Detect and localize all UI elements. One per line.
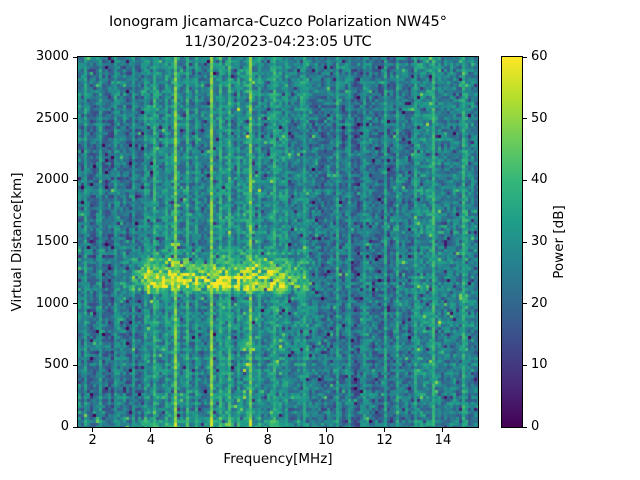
colorbar-tick-label: 30 <box>531 234 548 249</box>
x-tick-label: 8 <box>263 433 272 448</box>
colorbar-tick-label: 0 <box>531 419 540 434</box>
colorbar-tick-mark <box>523 179 527 181</box>
x-tick-mark <box>442 428 444 432</box>
x-tick-label: 6 <box>205 433 214 448</box>
y-tick-label: 1000 <box>35 295 69 311</box>
colorbar-gradient <box>502 57 522 427</box>
colorbar <box>501 56 523 428</box>
x-tick-label: 2 <box>88 433 97 448</box>
y-tick-mark <box>73 179 77 181</box>
x-tick-mark <box>267 428 269 432</box>
ionogram-heatmap-canvas <box>78 57 478 427</box>
chart-subtitle: 11/30/2023-04:23:05 UTC <box>184 34 372 50</box>
x-tick-mark <box>384 428 386 432</box>
colorbar-tick-mark <box>523 364 527 366</box>
y-tick-mark <box>73 241 77 243</box>
x-axis-label: Frequency[MHz] <box>223 451 333 467</box>
y-tick-label: 2500 <box>35 110 69 126</box>
colorbar-tick-mark <box>523 56 527 58</box>
y-tick-mark <box>73 426 77 428</box>
x-tick-label: 14 <box>434 433 452 448</box>
x-tick-mark <box>92 428 94 432</box>
colorbar-tick-label: 50 <box>531 110 548 126</box>
y-tick-mark <box>73 303 77 305</box>
colorbar-tick-mark <box>523 426 527 428</box>
chart-title: Ionogram Jicamarca-Cuzco Polarization NW… <box>108 14 448 30</box>
y-axis-label-text: Virtual Distance[km] <box>9 172 25 312</box>
colorbar-tick-label: 10 <box>531 357 548 373</box>
x-tick-mark <box>208 428 210 432</box>
y-tick-label: 2000 <box>35 172 69 188</box>
y-tick-label: 3000 <box>35 49 69 64</box>
y-tick-mark <box>73 364 77 366</box>
colorbar-tick-label: 20 <box>531 295 548 311</box>
y-tick-label: 500 <box>44 357 69 373</box>
y-tick-mark <box>73 56 77 58</box>
x-tick-mark <box>325 428 327 432</box>
colorbar-label-text: Power [dB] <box>551 205 567 279</box>
colorbar-tick-mark <box>523 241 527 243</box>
colorbar-tick-label: 60 <box>531 49 548 64</box>
colorbar-tick-mark <box>523 303 527 305</box>
y-tick-mark <box>73 118 77 120</box>
x-tick-label: 10 <box>317 433 335 448</box>
y-tick-label: 0 <box>60 419 69 434</box>
plot-area <box>77 56 479 428</box>
chart-title-block: Ionogram Jicamarca-Cuzco Polarization NW… <box>78 12 478 52</box>
y-tick-label: 1500 <box>35 234 69 249</box>
x-tick-label: 4 <box>146 433 156 448</box>
colorbar-tick-label: 40 <box>531 172 548 188</box>
colorbar-tick-mark <box>523 118 527 120</box>
x-tick-label: 12 <box>376 433 393 448</box>
x-tick-mark <box>150 428 152 432</box>
